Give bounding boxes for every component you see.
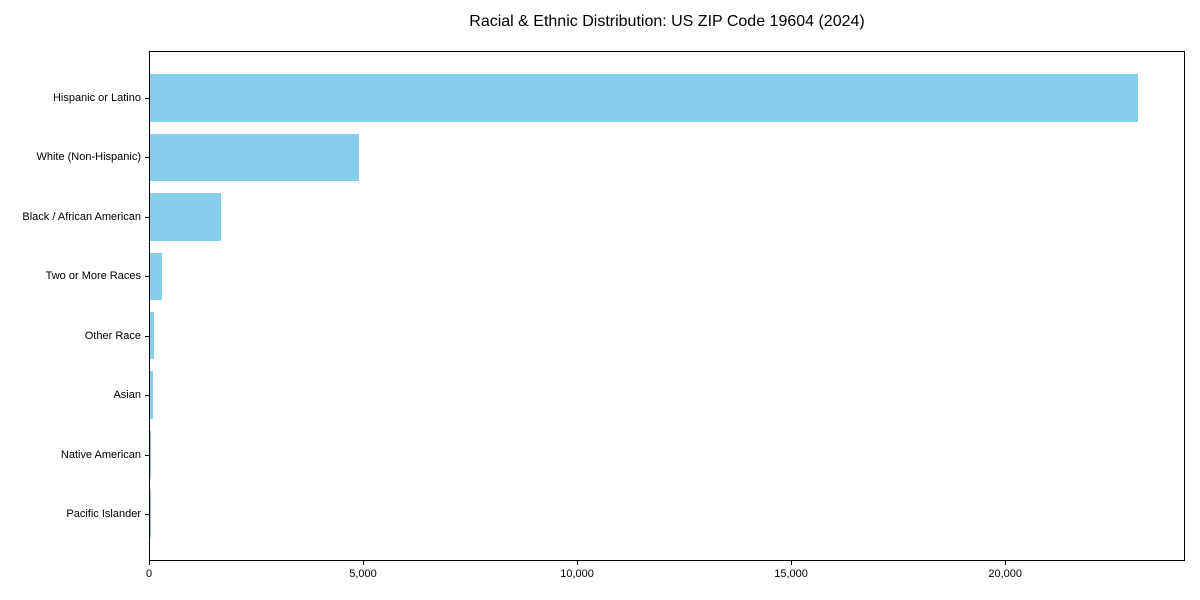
y-tick-mark [145, 216, 149, 218]
bar-4 [150, 311, 155, 360]
x-tick-label: 20,000 [988, 568, 1023, 580]
y-tick-mark [145, 157, 149, 159]
y-tick-label: White (Non-Hispanic) [36, 151, 141, 164]
y-tick-mark [145, 276, 149, 278]
y-tick-mark [145, 454, 149, 456]
x-tick-mark [149, 561, 150, 565]
y-tick-mark [145, 395, 149, 397]
bar-3 [150, 252, 162, 301]
y-tick-label: Hispanic or Latino [52, 92, 141, 104]
plot-area [149, 51, 1185, 561]
bar-5 [150, 371, 154, 419]
x-tick-mark [363, 561, 364, 565]
bar-6 [150, 430, 151, 479]
chart-title: Racial & Ethnic Distribution: US ZIP Cod… [469, 13, 865, 30]
x-tick-label: 5,000 [349, 568, 377, 580]
y-tick-mark [145, 514, 149, 515]
y-tick-label: Other Race [84, 329, 141, 342]
y-tick-label: Black / African American [22, 210, 141, 223]
y-tick-label: Native American [60, 448, 141, 461]
x-tick-label: 0 [145, 568, 153, 580]
bar-2 [150, 193, 222, 241]
y-tick-label: Pacific Islander [66, 508, 141, 520]
bar-0 [150, 74, 1139, 122]
y-tick-mark [145, 98, 149, 99]
y-tick-mark [145, 335, 149, 337]
x-tick-label: 10,000 [560, 568, 594, 580]
bar-1 [150, 133, 359, 182]
y-tick-label: Asian [113, 389, 141, 402]
x-tick-mark [1005, 561, 1007, 565]
x-tick-mark [577, 561, 579, 565]
x-tick-mark [791, 561, 793, 565]
x-tick-label: 15,000 [774, 568, 808, 580]
y-tick-label: Two or More Races [45, 270, 141, 283]
